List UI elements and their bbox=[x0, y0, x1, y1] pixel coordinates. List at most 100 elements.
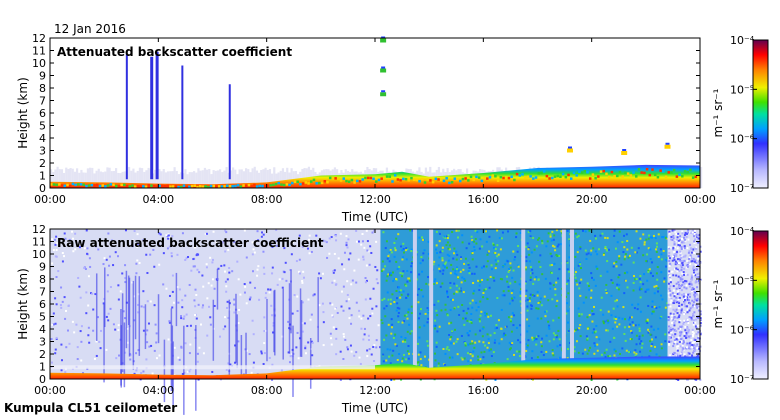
noise-speck bbox=[602, 322, 605, 325]
bl-speck bbox=[180, 185, 183, 189]
bl-speck bbox=[250, 185, 253, 188]
background-noise bbox=[117, 172, 120, 188]
noise-speck bbox=[484, 288, 487, 291]
noise-speck bbox=[313, 293, 316, 296]
noise-speck bbox=[678, 321, 681, 324]
background-noise bbox=[286, 167, 289, 188]
background-noise bbox=[173, 167, 176, 188]
bl-speck bbox=[407, 178, 410, 182]
noise-speck bbox=[364, 281, 367, 284]
bl-speck bbox=[331, 177, 335, 180]
noise-speck bbox=[677, 232, 680, 235]
noise-speck bbox=[676, 258, 679, 261]
noise-speck bbox=[479, 280, 482, 283]
background-noise bbox=[134, 172, 137, 188]
noise-speck bbox=[438, 256, 441, 259]
noise-speck bbox=[467, 360, 470, 363]
bl-speck bbox=[651, 168, 654, 171]
noise-speck bbox=[51, 323, 54, 326]
noise-speck bbox=[675, 330, 678, 333]
bl-speck bbox=[640, 171, 643, 174]
noise-speck bbox=[508, 302, 511, 305]
noise-speck bbox=[549, 233, 552, 236]
noise-speck bbox=[699, 324, 702, 327]
noise-speck bbox=[496, 255, 499, 258]
noise-speck bbox=[387, 298, 390, 301]
bl-speck bbox=[440, 178, 443, 182]
noise-speck bbox=[347, 258, 350, 261]
noise-speck bbox=[63, 296, 66, 299]
noise-speck bbox=[406, 330, 409, 333]
noise-speck bbox=[185, 257, 188, 260]
noise-speck bbox=[262, 266, 265, 269]
noise-speck bbox=[342, 285, 345, 288]
noise-speck bbox=[678, 302, 681, 305]
noise-speck bbox=[678, 340, 681, 343]
noise-speck bbox=[632, 281, 635, 284]
noise-speck bbox=[263, 352, 266, 355]
noise-speck bbox=[510, 292, 513, 295]
noise-speck bbox=[470, 235, 473, 238]
noise-speck bbox=[615, 260, 618, 263]
noise-speck bbox=[496, 297, 499, 300]
noise-speck bbox=[366, 355, 369, 358]
noise-speck bbox=[668, 230, 671, 233]
panel-raw: Raw attenuated backscatter coefficient 0… bbox=[16, 223, 716, 415]
background-noise bbox=[136, 170, 139, 188]
noise-speck bbox=[675, 338, 678, 341]
background-noise bbox=[102, 172, 105, 188]
noise-speck bbox=[485, 265, 488, 268]
noise-speck bbox=[656, 265, 659, 268]
background-noise bbox=[93, 173, 96, 188]
noise-speck bbox=[590, 276, 593, 279]
noise-speck bbox=[215, 241, 218, 244]
noise-speck bbox=[675, 274, 678, 277]
noise-speck bbox=[672, 302, 675, 305]
noise-speck bbox=[670, 340, 673, 343]
raw-streak bbox=[228, 299, 231, 377]
noise-speck bbox=[549, 252, 552, 255]
noise-speck bbox=[436, 330, 439, 333]
noise-speck bbox=[506, 260, 509, 263]
noise-speck bbox=[367, 317, 370, 320]
noise-speck bbox=[692, 268, 695, 271]
noise-speck bbox=[560, 230, 563, 233]
bl-speck bbox=[499, 175, 503, 179]
noise-speck bbox=[672, 255, 675, 258]
noise-speck bbox=[251, 319, 254, 322]
noise-speck bbox=[411, 229, 414, 232]
boundary-layer bbox=[50, 164, 700, 188]
noise-speck bbox=[526, 298, 529, 301]
noise-speck bbox=[263, 272, 266, 275]
noise-speck bbox=[444, 303, 447, 306]
bl-speck bbox=[269, 184, 272, 187]
noise-speck bbox=[685, 331, 688, 334]
noise-speck bbox=[284, 261, 287, 264]
noise-speck bbox=[616, 325, 619, 328]
noise-speck bbox=[445, 244, 448, 247]
noise-speck bbox=[675, 253, 678, 256]
noise-speck bbox=[518, 324, 521, 327]
noise-speck bbox=[552, 319, 555, 322]
bl-speck bbox=[483, 176, 486, 180]
noise-speck bbox=[692, 351, 695, 354]
bl-speck bbox=[109, 183, 113, 186]
noise-speck bbox=[635, 352, 638, 355]
y-tick-label: 6 bbox=[39, 107, 46, 120]
noise-speck bbox=[328, 237, 331, 240]
noise-speck bbox=[451, 298, 454, 301]
noise-speck bbox=[693, 293, 696, 296]
noise-speck bbox=[547, 299, 550, 302]
noise-speck bbox=[699, 310, 702, 313]
noise-speck bbox=[262, 362, 265, 365]
clear-gap bbox=[412, 229, 417, 379]
noise-speck bbox=[621, 347, 624, 350]
noise-speck bbox=[346, 346, 349, 349]
noise-speck bbox=[478, 318, 481, 321]
noise-speck bbox=[353, 354, 356, 357]
noise-speck bbox=[249, 281, 252, 284]
noise-speck bbox=[312, 294, 315, 297]
noise-speck bbox=[688, 231, 691, 234]
noise-speck bbox=[252, 270, 255, 273]
noise-speck bbox=[669, 285, 672, 288]
